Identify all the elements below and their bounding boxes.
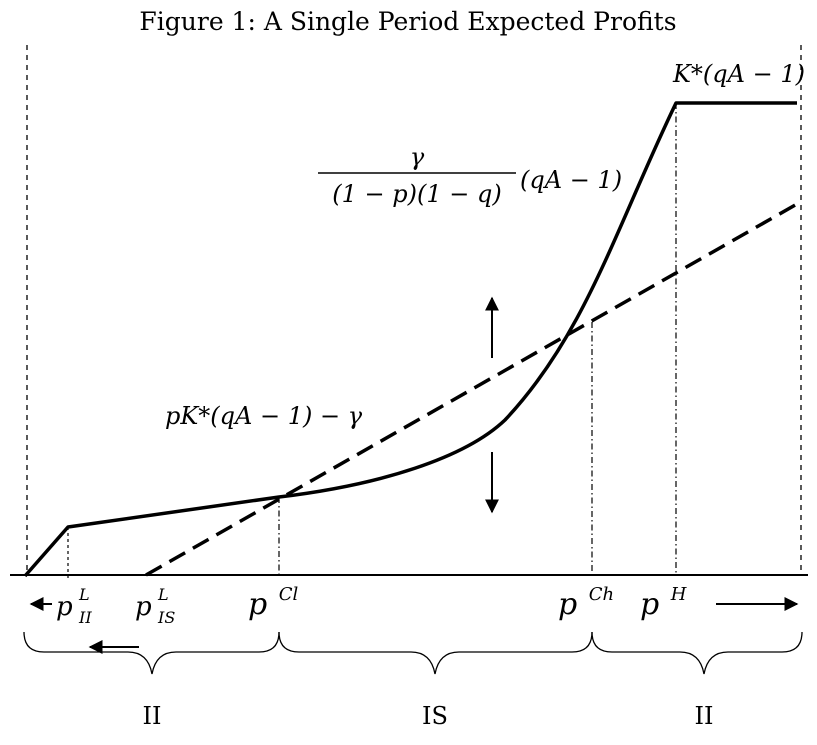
fraction-label: γ (1 − p)(1 − q) (qA − 1) [318,143,622,208]
region-label-middle: IS [422,702,448,730]
fraction-tail: (qA − 1) [520,166,622,194]
fraction-numerator: γ [410,143,425,171]
tick-p-II-L: p L II [56,577,98,627]
region-label-left: II [143,702,162,730]
tick-p-Cl: p Cl [248,584,299,622]
fraction-denominator: (1 − p)(1 − q) [332,180,501,208]
tick-p-Ch: p Ch [558,584,614,622]
region-label-right: II [695,702,714,730]
brace-right [591,631,803,675]
figure-title: Figure 1: A Single Period Expected Profi… [139,7,676,36]
brace-left [23,631,280,675]
tick-p-IS-L: p L IS [135,577,177,627]
cap-label: K*(qA − 1) [672,60,805,88]
tick-p-H: p H [640,584,687,622]
dashed-profit-line [145,202,798,577]
brace-middle [278,631,593,675]
dashed-line-label: pK*(qA − 1) − γ [165,402,363,430]
profit-curve [23,101,797,578]
